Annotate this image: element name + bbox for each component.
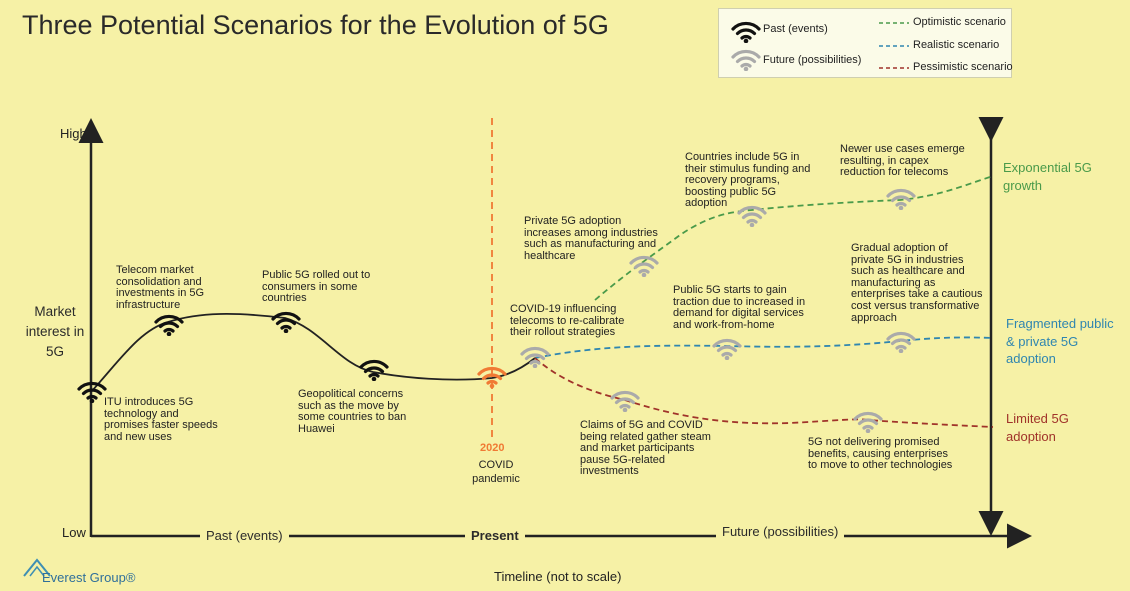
brand-name: Everest Group® — [42, 570, 136, 585]
future-stimulus-funding: Countries include 5G in their stimulus f… — [685, 151, 811, 210]
legend-pessimistic: Pessimistic scenario — [913, 61, 1013, 73]
x-axis-present: Present — [465, 528, 525, 543]
legend-optimistic-line — [879, 22, 909, 24]
timeline-label: Timeline (not to scale) — [494, 569, 622, 584]
past-curve — [90, 313, 536, 393]
future-covid-recalibrate: COVID-19 influencing telecoms to re-cali… — [510, 303, 625, 339]
x-axis-past: Past (events) — [200, 528, 289, 543]
legend-past: Past (events) — [763, 23, 828, 35]
outcome-pessimistic: Limited 5G adoption — [1006, 411, 1069, 444]
optimistic-curve — [594, 175, 994, 301]
legend-pessimistic-line — [879, 67, 909, 69]
realistic-curve — [534, 336, 994, 359]
future-gradual-private-5g: Gradual adoption of private 5G in indust… — [851, 242, 983, 324]
past-event-2: Telecom market consolidation and investm… — [116, 264, 205, 311]
wifi-gray-icon — [886, 188, 916, 210]
future-private-5g-increase: Private 5G adoption increases among indu… — [524, 215, 658, 262]
future-public-5g-traction: Public 5G starts to gain traction due to… — [673, 284, 806, 331]
legend-future: Future (possibilities) — [763, 54, 862, 66]
outcome-optimistic: Exponential 5G growth — [1003, 160, 1092, 193]
future-5g-covid-claims: Claims of 5G and COVID being related gat… — [580, 419, 711, 478]
wifi-gray-icon — [520, 346, 550, 368]
wifi-present-icon — [477, 366, 507, 388]
wifi-black-icon — [77, 381, 107, 403]
present-label: COVID pandemic — [472, 459, 520, 485]
future-5g-not-delivering: 5G not delivering promised benefits, cau… — [808, 436, 953, 472]
pessimistic-curve — [534, 357, 994, 428]
present-year: 2020 — [480, 442, 505, 454]
wifi-black-icon — [359, 359, 389, 381]
wifi-gray-icon — [610, 390, 640, 412]
legend-realistic-line — [879, 45, 909, 47]
wifi-gray-icon — [712, 338, 742, 360]
past-event-1: ITU introduces 5G technology and promise… — [104, 396, 218, 443]
wifi-black-icon — [154, 314, 184, 336]
everest-logo-icon — [23, 558, 51, 577]
y-axis-low: Low — [62, 525, 86, 540]
wifi-gray-icon — [886, 331, 916, 353]
legend-realistic: Realistic scenario — [913, 39, 1000, 51]
past-event-3: Public 5G rolled out to consumers in som… — [262, 269, 371, 305]
wifi-gray-icon — [853, 411, 883, 433]
legend: Past (events) Future (possibilities) Opt… — [718, 8, 1013, 78]
page-title: Three Potential Scenarios for the Evolut… — [22, 10, 609, 40]
future-new-use-cases: Newer use cases emerge resulting, in cap… — [840, 143, 965, 179]
wifi-black-icon — [271, 311, 301, 333]
y-axis-label: Market interest in 5G — [25, 304, 85, 359]
outcome-realistic: Fragmented public & private 5G adoption — [1006, 316, 1114, 366]
legend-optimistic: Optimistic scenario — [913, 16, 1006, 28]
x-axis-future: Future (possibilities) — [716, 524, 845, 539]
past-event-4: Geopolitical concerns such as the move b… — [298, 388, 407, 435]
y-axis-high: High — [60, 126, 87, 141]
